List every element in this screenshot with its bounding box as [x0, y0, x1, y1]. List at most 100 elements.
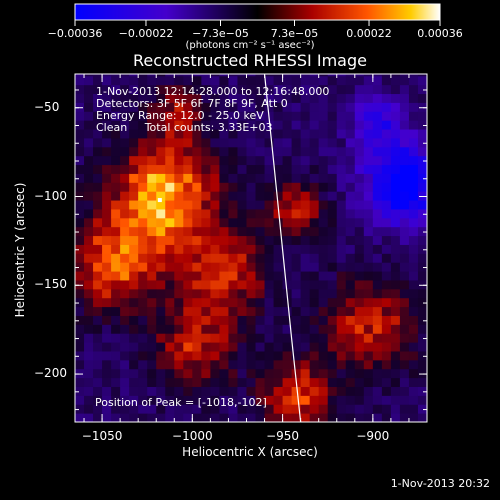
heatmap-pixel [93, 235, 103, 245]
heatmap-pixel [210, 111, 220, 121]
heatmap-pixel [147, 102, 157, 112]
heatmap-pixel [129, 155, 139, 166]
heatmap-pixel [147, 368, 157, 379]
heatmap-pixel [174, 315, 184, 325]
heatmap-pixel [408, 262, 419, 272]
heatmap-pixel [111, 191, 121, 201]
heatmap-pixel [282, 279, 293, 290]
heatmap-pixel [246, 155, 257, 166]
heatmap-pixel [102, 413, 112, 422]
heatmap-pixel [273, 306, 284, 316]
heatmap-pixel [282, 93, 293, 103]
heatmap-pixel [111, 129, 121, 139]
heatmap-pixel [75, 297, 85, 308]
heatmap-pixel [219, 404, 229, 414]
heatmap-pixel [363, 146, 374, 157]
heatmap-pixel [255, 75, 266, 86]
heatmap-pixel [390, 93, 401, 103]
heatmap-pixel [210, 262, 220, 272]
heatmap-pixel [84, 386, 94, 396]
heatmap-pixel [408, 200, 419, 210]
heatmap-pixel [372, 102, 383, 112]
heatmap-pixel [390, 235, 401, 245]
heatmap-pixel [147, 208, 157, 219]
heatmap-pixel [111, 404, 121, 414]
heatmap-pixel [399, 93, 410, 103]
heatmap-pixel [93, 333, 103, 343]
heatmap-pixel [93, 173, 103, 183]
heatmap-pixel [408, 137, 419, 148]
heatmap-pixel [219, 333, 229, 343]
heatmap-pixel [156, 208, 166, 219]
heatmap-pixel [399, 146, 410, 157]
heatmap-pixel [120, 315, 130, 325]
heatmap-pixel [300, 93, 311, 103]
x-tick-label: −900 [356, 429, 390, 443]
heatmap-pixel [327, 208, 338, 219]
heatmap-pixel [354, 404, 365, 414]
heatmap-pixel [309, 191, 320, 201]
heatmap-pixel [309, 102, 320, 112]
heatmap-pixel [255, 93, 266, 103]
heatmap-pixel [372, 306, 383, 316]
heatmap-pixel [354, 253, 365, 263]
heatmap-pixel [165, 368, 175, 379]
heatmap-pixel [165, 102, 175, 112]
heatmap-pixel [219, 191, 229, 201]
heatmap-pixel [300, 395, 311, 405]
heatmap-pixel [345, 137, 356, 148]
heatmap-pixel [345, 333, 356, 343]
x-axis-label: Heliocentric X (arcsec) [182, 445, 318, 459]
heatmap-pixel [345, 315, 356, 325]
heatmap-pixel [246, 253, 257, 263]
heatmap-pixel [201, 404, 211, 414]
heatmap-pixel [282, 155, 293, 166]
heatmap-pixel [93, 262, 103, 272]
heatmap-pixel [174, 93, 184, 103]
heatmap-pixel [120, 333, 130, 343]
heatmap-pixel [192, 386, 202, 396]
heatmap-pixel [381, 74, 392, 77]
heatmap-pixel [156, 182, 166, 192]
heatmap-pixel [156, 324, 166, 334]
heatmap-pixel [399, 111, 410, 121]
heatmap-pixel [228, 191, 238, 201]
heatmap-pixel [345, 279, 356, 290]
heatmap-pixel [291, 226, 302, 237]
heatmap-pixel [219, 297, 229, 308]
heatmap-pixel [228, 386, 238, 396]
heatmap-pixel [381, 342, 392, 352]
heatmap-pixel [399, 377, 410, 387]
heatmap-pixel [138, 164, 148, 174]
heatmap-pixel [354, 315, 365, 325]
heatmap-pixel [399, 217, 410, 228]
heatmap-pixel [354, 146, 365, 157]
heatmap-pixel [210, 342, 220, 352]
heatmap-pixel [417, 182, 427, 192]
colorbar-tick-label: 0.00022 [346, 27, 392, 40]
heatmap-pixel [309, 279, 320, 290]
heatmap-pixel [408, 395, 419, 405]
heatmap-pixel [93, 182, 103, 192]
heatmap-pixel [210, 129, 220, 139]
heatmap-pixel [210, 404, 220, 414]
heatmap-pixel [273, 377, 284, 387]
heatmap-pixel [318, 244, 329, 254]
heatmap-pixel [129, 173, 139, 183]
heatmap-pixel [291, 244, 302, 254]
heatmap-pixel [201, 200, 211, 210]
heatmap-pixel [120, 359, 130, 370]
heatmap-pixel [246, 146, 257, 157]
heatmap-pixel [228, 324, 238, 334]
heatmap-pixel [219, 75, 229, 86]
heatmap-pixel [120, 324, 130, 334]
heatmap-pixel [174, 137, 184, 148]
heatmap-pixel [174, 164, 184, 174]
heatmap-pixel [192, 262, 202, 272]
heatmap-pixel [138, 173, 148, 183]
heatmap-pixel [255, 315, 266, 325]
heatmap-pixel [192, 395, 202, 405]
heatmap-pixel [273, 93, 284, 103]
heatmap-pixel [408, 208, 419, 219]
heatmap-pixel [102, 235, 112, 245]
